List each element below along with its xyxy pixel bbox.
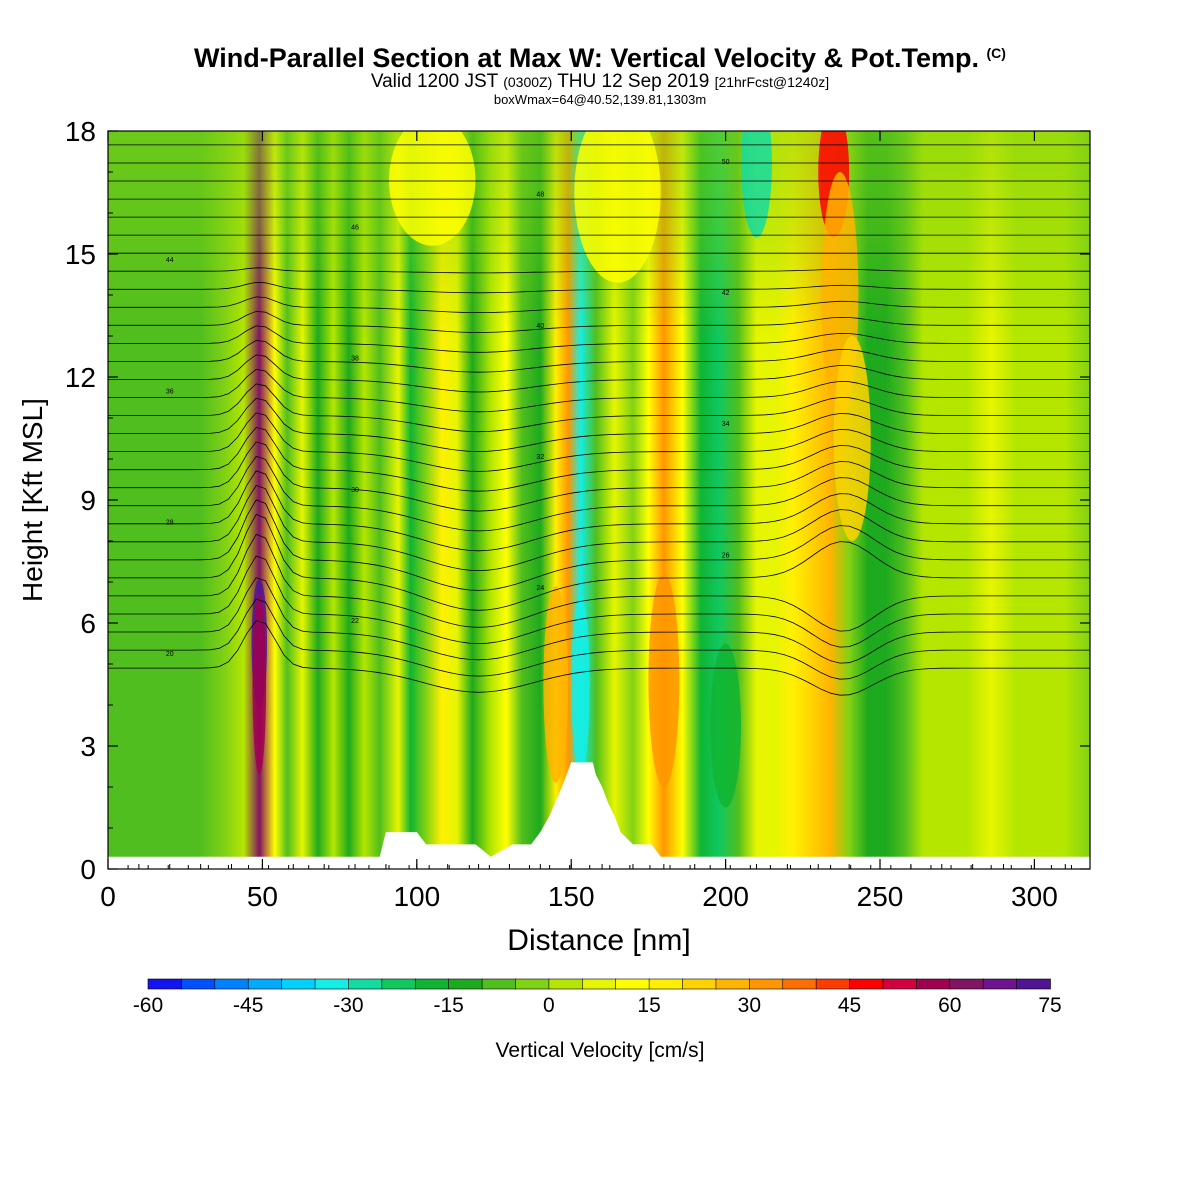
colorbar-swatch: [414, 978, 450, 990]
colorbar: -60 -45 -30 -15 0 15 30 45 60 75: [133, 978, 1062, 1017]
colorbar-tick-label: 0: [543, 994, 555, 1017]
colorbar-tick-label: 45: [838, 994, 861, 1017]
y-tick-label: 15: [65, 239, 96, 270]
colorbar-swatch: [615, 978, 650, 990]
y-tick-label: 18: [65, 116, 96, 147]
colorbar-tick-label: 75: [1038, 994, 1061, 1017]
velocity-features: [251, 131, 871, 808]
x-tick-label: 200: [702, 881, 749, 912]
x-tick-label: 300: [1011, 881, 1058, 912]
colorbar-swatch: [916, 978, 951, 990]
y-axis-label: Height [Kft MSL]: [17, 398, 48, 602]
contour-label: 44: [166, 257, 174, 264]
colorbar-swatch: [314, 978, 350, 990]
contour-label: 36: [166, 388, 174, 395]
colorbar-swatch: [849, 978, 884, 990]
y-tick-label: 3: [80, 731, 96, 762]
colorbar-swatch: [782, 978, 817, 990]
colorbar-swatch: [147, 978, 183, 990]
colorbar-tick-label: -60: [133, 994, 163, 1017]
colorbar-tick-label: 60: [938, 994, 961, 1017]
colorbar-swatch: [682, 978, 717, 990]
y-tick-label: 12: [65, 362, 96, 393]
y-tick-label: 6: [80, 608, 96, 639]
colorbar-swatch: [448, 978, 483, 990]
x-axis-label: Distance [nm]: [507, 924, 690, 957]
colorbar-swatch: [982, 978, 1018, 990]
contour-label: 42: [722, 290, 730, 297]
contour-label: 38: [351, 356, 359, 363]
colorbar-swatch: [281, 978, 316, 990]
potential-temperature-contours: [108, 144, 1090, 696]
colorbar-swatch: [715, 978, 751, 990]
y-tick-label: 9: [80, 485, 96, 516]
contour-label: 20: [166, 651, 174, 658]
contour-label: 30: [351, 487, 359, 494]
terrain-mask: [108, 762, 1090, 869]
colorbar-swatch: [749, 978, 784, 990]
chart-subtitle: Valid 1200 JST (0300Z) THU 12 Sep 2019 […: [370, 71, 830, 92]
colorbar-swatch: [581, 978, 617, 990]
colorbar-swatch: [481, 978, 517, 990]
x-tick-label: 100: [393, 881, 440, 912]
x-tick-label: 50: [247, 881, 278, 912]
contour-label: 50: [722, 159, 730, 166]
contour-label: 48: [536, 192, 544, 199]
colorbar-tick-label: -45: [233, 994, 263, 1017]
contour-labels: 20 22 24 26 28 30 32 34 36 38 40 42 44 46 48 50: [166, 159, 730, 658]
colorbar-swatch: [214, 978, 250, 990]
colorbar-swatch: [949, 978, 984, 990]
colorbar-swatch: [381, 978, 417, 990]
colorbar-tick-label: 30: [738, 994, 761, 1017]
colorbar-swatch: [648, 978, 684, 990]
colorbar-tick-label: -30: [333, 994, 363, 1017]
x-tick-label: 150: [548, 881, 595, 912]
contour-label: 34: [722, 421, 730, 428]
colorbar-swatch: [247, 978, 283, 990]
x-tick-label: 0: [100, 881, 116, 912]
colorbar-swatch: [882, 978, 918, 990]
y-tick-label: 0: [80, 854, 96, 885]
x-tick-label: 250: [857, 881, 904, 912]
colorbar-swatch: [181, 978, 216, 990]
colorbar-swatch: [548, 978, 584, 990]
colorbar-tick-label: -15: [433, 994, 463, 1017]
contour-label: 24: [536, 585, 544, 592]
colorbar-label: Vertical Velocity [cm/s]: [496, 1039, 705, 1062]
colorbar-swatch: [1016, 978, 1051, 990]
contour-label: 46: [351, 224, 359, 231]
chart-box-info: boxWmax=64@40.52,139.81,1303m: [493, 92, 707, 107]
colorbar-swatch: [348, 978, 383, 990]
contour-label: 40: [536, 323, 544, 330]
colorbar-swatch: [515, 978, 550, 990]
contour-label: 22: [351, 618, 359, 625]
contour-label: 26: [722, 552, 730, 559]
colorbar-tick-label: 15: [637, 994, 660, 1017]
copyright-mark: (C): [986, 45, 1006, 61]
contour-label: 32: [536, 454, 544, 461]
contour-label: 28: [166, 520, 174, 527]
colorbar-swatch: [815, 978, 851, 990]
chart-title: Wind-Parallel Section at Max W: Vertical…: [194, 43, 1006, 73]
